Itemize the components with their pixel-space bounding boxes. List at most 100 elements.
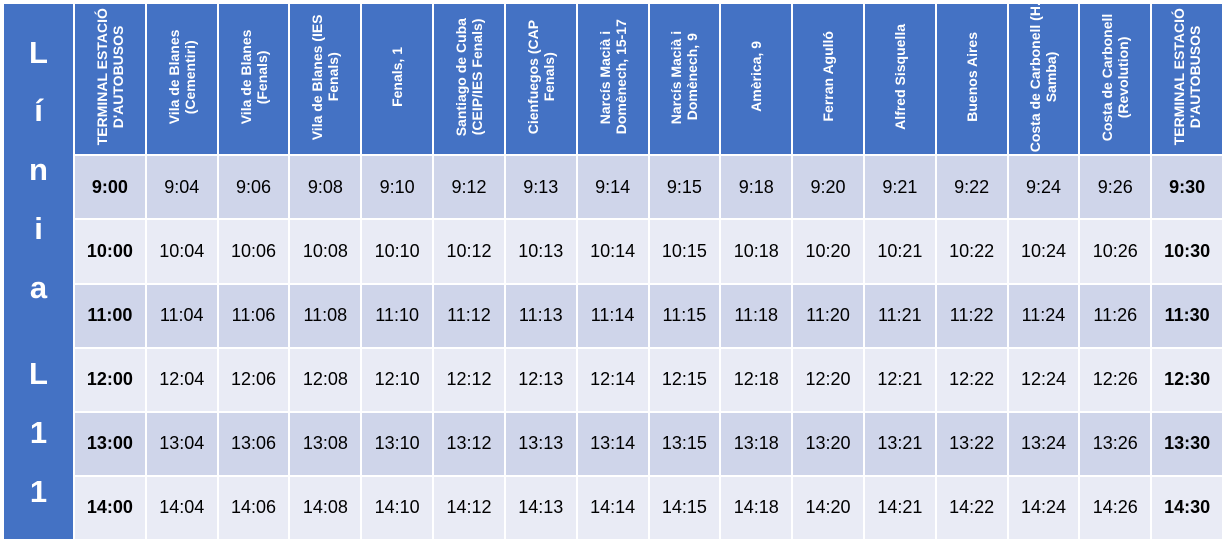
stop-time: 10:13 [503,218,578,285]
stop-name: Costa de Carbonell (H. Samba) [1027,1,1060,152]
departure-time: 13:00 [73,410,147,477]
stop-time: 10:24 [1006,218,1081,285]
stop-time: 14:08 [288,474,363,542]
stop-time: 13:15 [647,410,722,477]
stop-name: Costa de Carbonell (Revolution) [1099,12,1132,141]
arrival-time: 13:30 [1150,410,1224,477]
stop-name: Ferran Agulló [820,31,837,122]
stop-time: 13:12 [432,410,506,477]
stop-header: Ferran Agulló [791,1,865,157]
stop-time: 9:12 [432,154,506,221]
stop-time: 14:14 [575,474,650,542]
stop-time: 10:20 [791,218,865,285]
stop-name: Alfred Sisquella [891,23,908,130]
stop-time: 14:12 [432,474,506,542]
stop-time: 12:20 [791,346,865,413]
stop-time: 13:20 [791,410,865,477]
stop-time: 9:15 [647,154,722,221]
stop-time: 12:14 [575,346,650,413]
stop-time: 9:10 [360,154,435,221]
stop-time: 14:13 [503,474,578,542]
stop-time: 11:22 [934,282,1009,349]
stop-time: 13:26 [1078,410,1153,477]
stop-header: Narcís Macià i Domènech, 15-17 [575,1,650,157]
stop-time: 9:14 [575,154,650,221]
stop-time: 12:13 [503,346,578,413]
stop-time: 12:21 [862,346,937,413]
departure-time: 11:00 [73,282,147,349]
stop-time: 9:20 [791,154,865,221]
stop-time: 13:21 [862,410,937,477]
stop-time: 13:08 [288,410,363,477]
stop-time: 13:06 [216,410,291,477]
stop-time: 11:14 [575,282,650,349]
stop-time: 13:22 [934,410,1009,477]
stop-header: Amèrica, 9 [719,1,794,157]
stop-header: Costa de Carbonell (Revolution) [1078,1,1153,157]
stop-time: 9:18 [719,154,794,221]
stop-name: TERMINAL ESTACIÓ D'AUTOBUSOS [93,8,126,146]
stop-time: 12:04 [144,346,219,413]
line-label-char: L [29,34,48,70]
stop-name: Cienfuegos (CAP Fenals) [524,19,557,134]
stop-header: Santiago de Cuba (CEIP/IES Fenals) [432,1,506,157]
stop-time: 10:21 [862,218,937,285]
stop-time: 11:20 [791,282,865,349]
stop-time: 11:26 [1078,282,1153,349]
departure-time: 10:00 [73,218,147,285]
line-label-char: 1 [29,414,48,450]
stop-name: Narcís Macià i Domènech, 9 [668,29,701,124]
stop-time: 12:18 [719,346,794,413]
arrival-time: 11:30 [1150,282,1224,349]
line-label-char: n [29,152,48,187]
line-label-char: 1 [29,473,48,509]
stop-time: 10:22 [934,218,1009,285]
stop-time: 10:26 [1078,218,1153,285]
stop-time: 11:18 [719,282,794,349]
departure-time: 14:00 [73,474,147,542]
stop-time: 9:24 [1006,154,1081,221]
stop-time: 10:15 [647,218,722,285]
stop-time: 12:10 [360,346,435,413]
departure-time: 9:00 [73,154,147,221]
stop-time: 9:21 [862,154,937,221]
stop-time: 9:13 [503,154,578,221]
stop-name: TERMINAL ESTACIÓ D'AUTOBUSOS [1171,8,1204,146]
stop-time: 10:14 [575,218,650,285]
stop-time: 13:24 [1006,410,1081,477]
stop-time: 12:26 [1078,346,1153,413]
stop-time: 12:22 [934,346,1009,413]
stop-time: 11:06 [216,282,291,349]
stop-name: Vila de Blanes (IES Fenals) [309,13,342,140]
stop-header: Costa de Carbonell (H. Samba) [1006,1,1081,157]
stop-time: 11:15 [647,282,722,349]
stop-time: 11:08 [288,282,363,349]
arrival-time: 10:30 [1150,218,1224,285]
stop-time: 11:24 [1006,282,1081,349]
stop-time: 13:14 [575,410,650,477]
stop-time: 14:10 [360,474,435,542]
departure-time: 12:00 [73,346,147,413]
stop-header: Vila de Blanes (IES Fenals) [288,1,363,157]
stop-time: 13:04 [144,410,219,477]
stop-header: Cienfuegos (CAP Fenals) [503,1,578,157]
line-label-char: a [29,269,48,305]
stop-time: 14:20 [791,474,865,542]
arrival-time: 14:30 [1150,474,1224,542]
stop-time: 13:18 [719,410,794,477]
stop-time: 11:04 [144,282,219,349]
stop-time: 10:08 [288,218,363,285]
stop-name: Narcís Macià i Domènech, 15-17 [596,19,629,135]
stop-time: 14:15 [647,474,722,542]
stop-header: Vila de Blanes (Fenals) [216,1,291,157]
stop-time: 10:18 [719,218,794,285]
stop-time: 13:10 [360,410,435,477]
stop-header: TERMINAL ESTACIÓ D'AUTOBUSOS [73,1,147,157]
schedule-row: 10:00 10:04 10:06 10:08 10:10 10:12 10:13 10:14… [3,218,1224,285]
line-label-char: i [34,210,43,246]
stop-time: 13:13 [503,410,578,477]
stop-time: 14:24 [1006,474,1081,542]
